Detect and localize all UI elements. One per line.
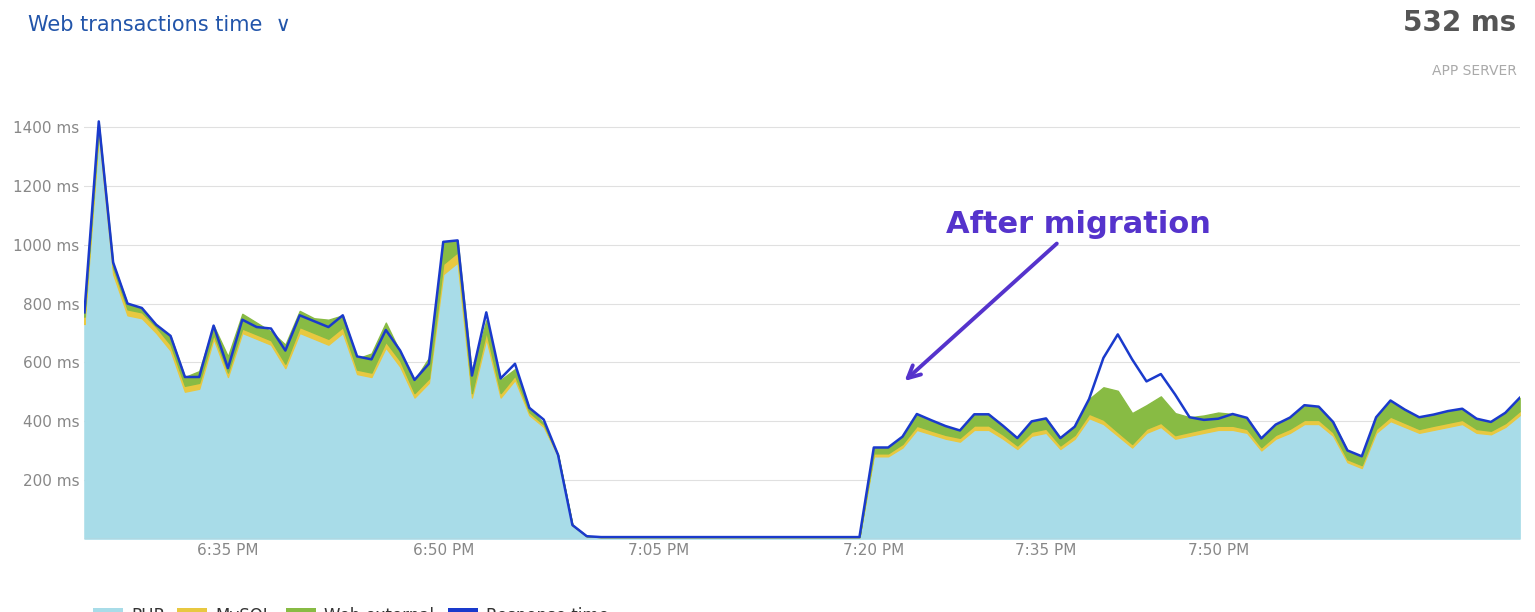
Text: Web transactions time  ∨: Web transactions time ∨ (28, 15, 290, 35)
Text: APP SERVER: APP SERVER (1432, 64, 1517, 78)
Text: 532 ms: 532 ms (1403, 9, 1517, 37)
Text: After migration: After migration (907, 210, 1211, 378)
Legend: PHP, MySQL, Web external, Response time: PHP, MySQL, Web external, Response time (92, 607, 609, 612)
